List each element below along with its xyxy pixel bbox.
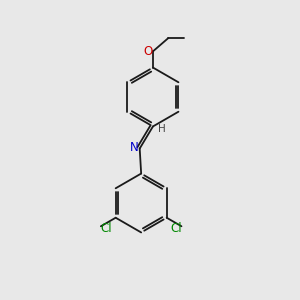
Text: O: O	[144, 45, 153, 58]
Text: Cl: Cl	[170, 222, 182, 235]
Text: N: N	[129, 141, 138, 154]
Text: H: H	[158, 124, 166, 134]
Text: Cl: Cl	[100, 222, 112, 235]
